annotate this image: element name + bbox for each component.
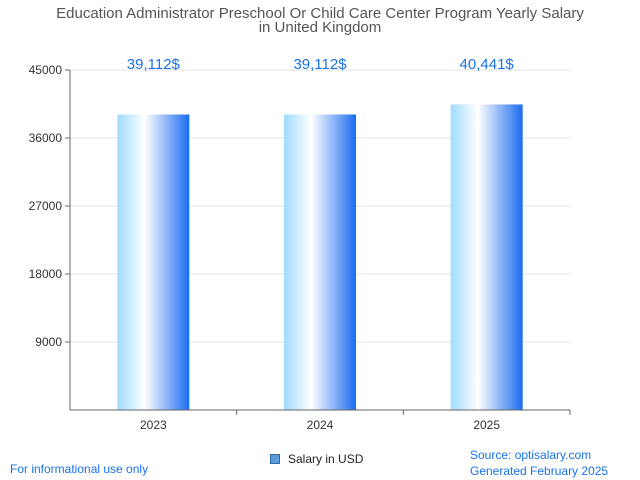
data-label-2023: 39,112$ — [127, 56, 181, 73]
data-label-2025: 40,441$ — [460, 56, 515, 73]
chart-legend: Salary in USD — [270, 452, 363, 466]
y-tick-label: 27000 — [29, 199, 63, 213]
disclaimer-text: For informational use only — [10, 462, 149, 476]
generated-date: Generated February 2025 — [470, 464, 609, 478]
y-tick-label: 9000 — [35, 335, 62, 349]
y-tick-label: 36000 — [29, 131, 63, 145]
legend-swatch-icon — [270, 454, 280, 464]
x-tick-label-2023: 2023 — [140, 418, 167, 432]
y-tick-label: 18000 — [29, 267, 63, 281]
x-tick-label-2025: 2025 — [473, 418, 500, 432]
data-label-2024: 39,112$ — [293, 56, 347, 73]
bar-2023 — [117, 114, 190, 410]
source-block: Source: optisalary.com Generated Februar… — [470, 447, 608, 479]
bar-2024 — [284, 114, 356, 410]
x-tick-label-2024: 2024 — [307, 418, 334, 432]
legend-label: Salary in USD — [288, 452, 364, 466]
source-link[interactable]: Source: optisalary.com — [470, 448, 592, 462]
chart-title: Education Administrator Preschool Or Chi… — [56, 5, 584, 22]
y-tick-label: 45000 — [29, 63, 63, 77]
chart-subtitle: in United Kingdom — [259, 19, 382, 36]
bar-2025 — [450, 104, 523, 411]
